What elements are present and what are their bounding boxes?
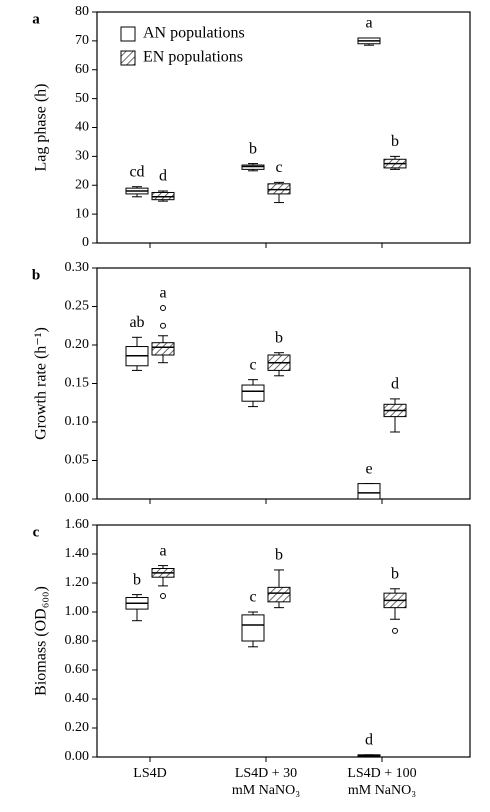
plot-frame xyxy=(96,11,471,244)
y-tick-label: 0.80 xyxy=(65,633,90,648)
y-tick-label: 0.20 xyxy=(65,337,90,352)
significance-letter: c xyxy=(249,356,256,373)
legend-swatch xyxy=(120,26,136,42)
y-tick-label: 0.30 xyxy=(65,260,90,275)
box xyxy=(267,586,291,603)
y-tick-label: 20 xyxy=(75,177,89,192)
significance-letter: b xyxy=(133,571,141,588)
y-tick-label: 0.15 xyxy=(65,376,90,391)
significance-letter: c xyxy=(249,589,256,606)
significance-letter: b xyxy=(275,329,283,346)
outlier xyxy=(160,305,166,312)
y-tick-label: 30 xyxy=(75,149,89,164)
legend-label: EN populations xyxy=(143,49,243,66)
x-tick-label: LS4D + 30 mM NaNO₃ xyxy=(231,766,301,798)
y-tick-label: 70 xyxy=(75,33,89,48)
significance-letter: d xyxy=(391,376,399,393)
y-axis-label: Lag phase (h) xyxy=(33,84,50,172)
significance-letter: b xyxy=(249,140,257,157)
significance-letter: e xyxy=(365,460,372,477)
panel-letter: b xyxy=(32,267,40,283)
significance-letter: ab xyxy=(129,314,144,331)
x-tick-label: LS4D xyxy=(133,766,167,781)
y-tick-label: 0.00 xyxy=(65,491,90,506)
outlier xyxy=(160,322,166,329)
y-tick-label: 10 xyxy=(75,206,89,221)
plot-frame xyxy=(96,267,471,500)
y-tick-label: 0.00 xyxy=(65,749,90,764)
box xyxy=(241,384,265,402)
y-tick-label: 60 xyxy=(75,62,89,77)
y-tick-label: 40 xyxy=(75,120,89,135)
legend-swatch xyxy=(120,50,136,66)
box xyxy=(151,342,175,356)
significance-letter: a xyxy=(365,15,372,32)
y-axis-label: Growth rate (h⁻¹) xyxy=(33,327,50,440)
y-tick-label: 0.25 xyxy=(65,299,90,314)
y-tick-label: 50 xyxy=(75,91,89,106)
significance-letter: a xyxy=(159,285,166,302)
y-tick-label: 0.05 xyxy=(65,453,90,468)
plot-frame xyxy=(96,524,471,758)
significance-letter: c xyxy=(275,159,282,176)
y-axis-label: Biomass (OD₆₀₀) xyxy=(33,586,50,696)
significance-letter: b xyxy=(275,547,283,564)
x-tick-label: LS4D + 100 mM NaNO₃ xyxy=(347,766,417,798)
significance-letter: b xyxy=(391,565,399,582)
y-tick-label: 0 xyxy=(82,235,89,250)
y-tick-label: 0.10 xyxy=(65,414,90,429)
legend-label: AN populations xyxy=(143,25,245,42)
y-tick-label: 1.40 xyxy=(65,546,90,561)
significance-letter: b xyxy=(391,133,399,150)
box xyxy=(241,614,265,642)
y-tick-label: 1.00 xyxy=(65,604,90,619)
box xyxy=(357,483,381,500)
significance-letter: a xyxy=(159,542,166,559)
significance-letter: d xyxy=(365,731,373,748)
outlier xyxy=(392,627,398,634)
y-tick-label: 0.60 xyxy=(65,662,90,677)
significance-letter: cd xyxy=(129,163,144,180)
panel-letter: a xyxy=(32,11,40,27)
y-tick-label: 1.60 xyxy=(65,517,90,532)
y-tick-label: 0.20 xyxy=(65,720,90,735)
y-tick-label: 0.40 xyxy=(65,691,90,706)
y-tick-label: 1.20 xyxy=(65,575,90,590)
outlier xyxy=(160,593,166,600)
significance-letter: d xyxy=(159,168,167,185)
y-tick-label: 80 xyxy=(75,4,89,19)
panel-letter: c xyxy=(33,524,40,540)
